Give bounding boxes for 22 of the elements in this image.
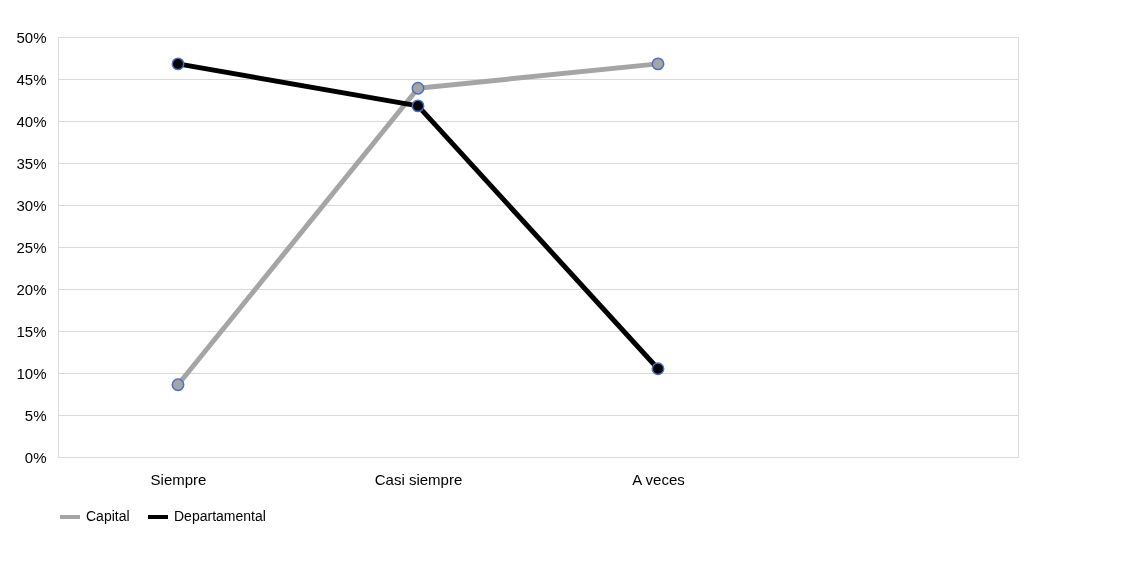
legend-label: Departamental bbox=[174, 508, 266, 524]
y-tick-label: 25% bbox=[16, 238, 47, 256]
point bbox=[651, 57, 665, 71]
y-tick-label: 30% bbox=[16, 196, 47, 214]
x-tick-label: Casi siempre bbox=[374, 470, 463, 488]
y-tick-label: 0% bbox=[24, 448, 47, 466]
y-tick-label: 20% bbox=[16, 280, 47, 298]
point bbox=[651, 362, 665, 376]
point bbox=[171, 378, 185, 392]
y-tick-label: 5% bbox=[24, 406, 47, 424]
y-tick-label: 45% bbox=[16, 70, 47, 88]
y-tick-label: 10% bbox=[16, 364, 47, 382]
point bbox=[411, 81, 425, 95]
y-tick-label: 35% bbox=[16, 154, 47, 172]
y-tick-label: 15% bbox=[16, 322, 47, 340]
point bbox=[171, 57, 185, 71]
x-tick-label: Siempre bbox=[150, 470, 207, 488]
legend-label: Capital bbox=[86, 508, 130, 524]
y-tick-label: 40% bbox=[16, 112, 47, 130]
x-tick-label: A veces bbox=[632, 470, 685, 488]
y-tick-label: 50% bbox=[16, 28, 47, 46]
point bbox=[411, 99, 425, 113]
